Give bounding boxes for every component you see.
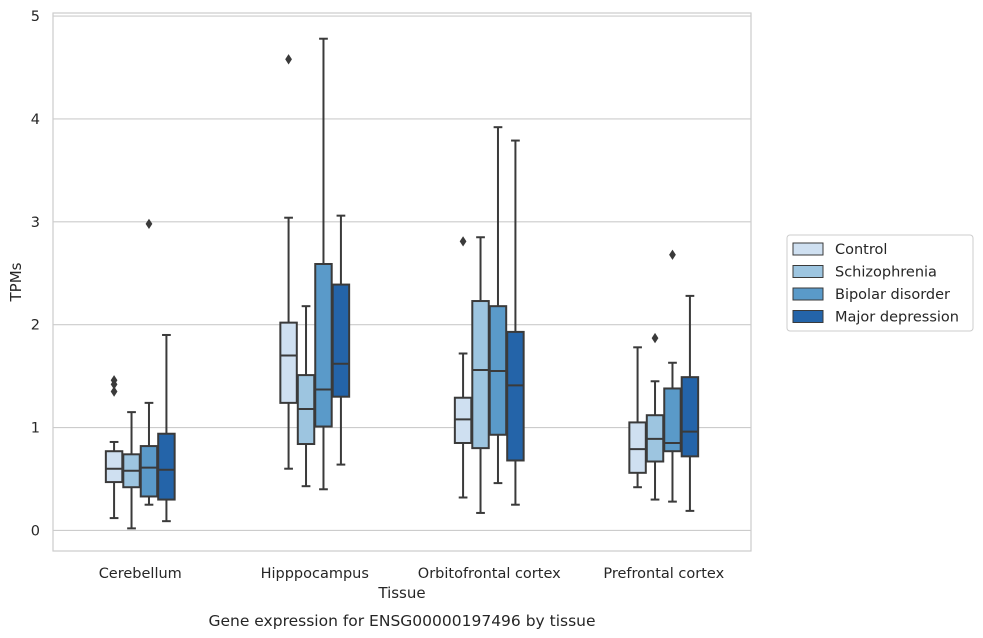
legend-label: Bipolar disorder	[835, 287, 950, 303]
iqr-box	[157, 432, 176, 501]
box-orbitofrontal-cortex-major-depression	[506, 139, 525, 506]
outlier-point	[110, 386, 118, 397]
iqr-box	[104, 450, 124, 484]
iqr-box	[506, 330, 525, 462]
y-gridlines	[53, 15, 751, 532]
box-groups	[104, 37, 700, 530]
outlier-point	[651, 332, 659, 344]
legend-item-bipolar-disorder: Bipolar disorder	[792, 287, 950, 303]
outlier-point	[459, 236, 467, 247]
box-group-prefrontal-cortex	[628, 249, 700, 512]
box-orbitofrontal-cortex-control	[453, 236, 473, 499]
box-orbitofrontal-cortex-schizophrenia	[471, 236, 490, 514]
x-tick-label-prefrontal-cortex: Prefrontal cortex	[603, 566, 724, 582]
outlier-point	[145, 218, 153, 230]
iqr-box	[453, 396, 473, 444]
legend-frame	[786, 234, 974, 332]
box-cerebellum-bipolar-disorder	[139, 218, 159, 506]
box-cerebellum-major-depression	[157, 333, 176, 523]
iqr-box	[628, 421, 647, 474]
legend-items: Control Schizophrenia Bipolar disorder Majo…	[792, 242, 959, 326]
x-axis-label: Tissue	[377, 584, 425, 602]
box-prefrontal-cortex-schizophrenia	[645, 332, 665, 501]
box-hipppocampus-control	[279, 54, 298, 470]
x-tick-label-hipppocampus: Hipppocampus	[261, 566, 369, 582]
box-cerebellum-control	[104, 375, 124, 520]
y-tick-label: 0	[31, 523, 40, 539]
legend-swatch	[792, 310, 824, 323]
legend-label: Major depression	[835, 310, 959, 326]
outlier-point	[669, 249, 676, 260]
legend-label: Schizophrenia	[835, 265, 937, 281]
legend-label: Control	[835, 242, 887, 258]
y-tick-labels: 0 1 2 3 4 5	[31, 9, 40, 539]
y-axis-label: TPMs	[7, 262, 25, 302]
legend-item-major-depression: Major depression	[792, 310, 959, 326]
iqr-box	[680, 376, 700, 458]
legend-swatch	[792, 265, 824, 278]
iqr-box	[331, 283, 351, 398]
y-tick-label: 5	[31, 9, 40, 25]
box-hipppocampus-bipolar-disorder	[314, 37, 333, 491]
box-hipppocampus-major-depression	[331, 214, 351, 466]
box-hipppocampus-schizophrenia	[296, 305, 316, 488]
box-group-orbitofrontal-cortex	[453, 126, 525, 514]
box-group-hipppocampus	[279, 37, 351, 491]
y-tick-label: 2	[31, 318, 40, 334]
iqr-box	[314, 262, 333, 428]
chart-caption: Gene expression for ENSG00000197496 by t…	[208, 612, 595, 630]
y-tick-label: 1	[31, 421, 40, 437]
iqr-box	[663, 387, 682, 453]
x-tick-labels: Cerebellum Hipppocampus Orbitofrontal cort…	[99, 566, 725, 582]
legend-item-schizophrenia: Schizophrenia	[792, 265, 937, 281]
legend-swatch	[792, 287, 824, 301]
x-tick-label-orbitofrontal-cortex: Orbitofrontal cortex	[418, 566, 561, 582]
box-cerebellum-schizophrenia	[122, 411, 141, 530]
iqr-box	[139, 445, 159, 498]
y-tick-label: 3	[31, 215, 40, 231]
legend: Control Schizophrenia Bipolar disorder Majo…	[786, 234, 974, 332]
y-tick-label: 4	[31, 112, 40, 128]
x-tick-label-cerebellum: Cerebellum	[99, 566, 182, 582]
legend-swatch	[792, 242, 824, 256]
box-group-cerebellum	[104, 218, 176, 530]
plot-area-frame	[52, 12, 752, 552]
box-prefrontal-cortex-major-depression	[680, 294, 700, 512]
outlier-point	[110, 375, 118, 386]
legend-item-control: Control	[792, 242, 887, 258]
iqr-box	[279, 321, 298, 404]
box-prefrontal-cortex-bipolar-disorder	[663, 249, 682, 503]
outlier-point	[285, 54, 292, 65]
iqr-box	[471, 300, 490, 450]
